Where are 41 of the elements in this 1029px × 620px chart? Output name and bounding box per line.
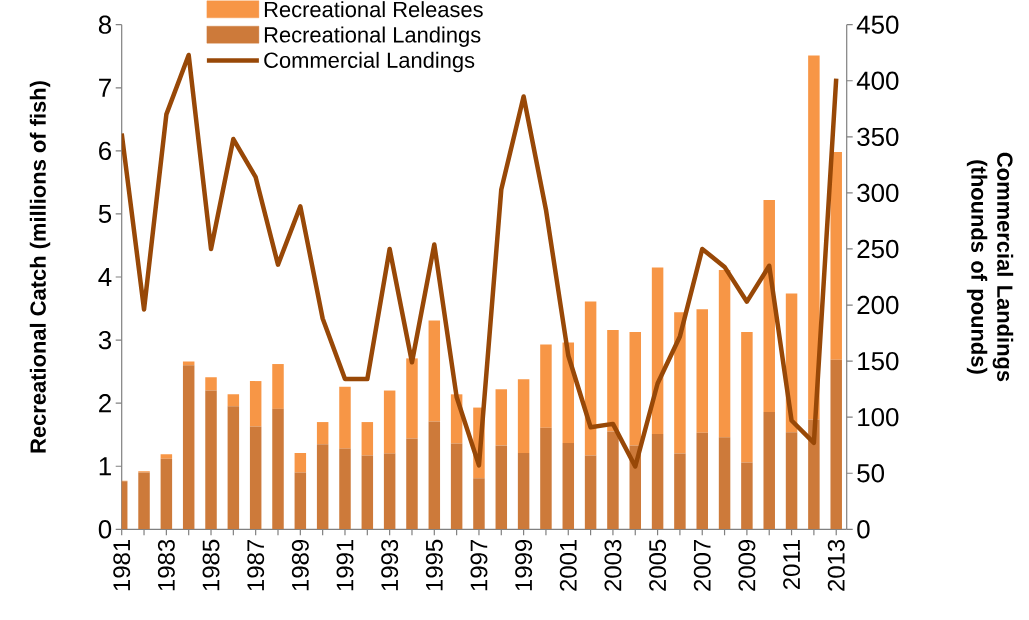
- x-tick-label: 2013: [827, 539, 845, 591]
- x-tick-label: 1985: [202, 539, 220, 591]
- x-tick-label: 1995: [425, 539, 443, 591]
- y2-tick-label: 450: [856, 15, 899, 34]
- x-tick-label: 2011: [783, 540, 801, 590]
- legend-label: Recreational Landings: [264, 26, 481, 47]
- x-tick-label: 1997: [470, 540, 488, 591]
- y-tick-label: 7: [99, 78, 111, 97]
- y2-tick-label: 100: [858, 407, 899, 427]
- y2-tick-label: 0: [857, 520, 870, 539]
- y2-tick-label: 250: [857, 239, 899, 259]
- y-tick-label: 3: [98, 330, 112, 350]
- x-tick-label: 1987: [247, 540, 265, 591]
- y2-tick-label: 350: [857, 127, 899, 146]
- y-tick-label: 5: [98, 204, 112, 223]
- y-tick-label: 1: [99, 457, 111, 476]
- x-tick-label: 1981: [113, 540, 131, 591]
- y-tick-label: 6: [99, 141, 112, 161]
- y-tick-label: 8: [98, 15, 112, 34]
- y-tick-label: 4: [98, 268, 112, 286]
- y-tick-label: 2: [99, 394, 111, 413]
- legend-label: Commercial Landings: [264, 51, 475, 73]
- x-tick-label: 2009: [738, 539, 756, 591]
- y2-tick-label: 400: [856, 71, 899, 90]
- x-tick-label: 2001: [559, 540, 577, 591]
- x-tick-label: 1989: [291, 539, 309, 591]
- y-axis-title: Recreational Catch (millions of fish): [29, 81, 51, 453]
- x-tick-label: 2007: [693, 540, 711, 591]
- x-tick-label: 1993: [381, 539, 399, 591]
- legend-label: Recreational Releases: [264, 1, 483, 18]
- y2-tick-label: 300: [857, 183, 899, 203]
- y-tick-label: 0: [98, 520, 112, 539]
- y2-tick-label: 150: [858, 351, 899, 371]
- x-tick-label: 1991: [336, 540, 354, 591]
- y2-tick-label: 50: [857, 464, 885, 483]
- x-tick-label: 2003: [604, 539, 622, 591]
- x-tick-label: 1983: [157, 539, 175, 591]
- x-tick-label: 2005: [649, 539, 667, 591]
- y2-axis-title: Commercial Landings (thounds of pounds): [966, 152, 1014, 382]
- x-tick-label: 1999: [515, 539, 533, 591]
- y2-tick-label: 200: [857, 295, 899, 315]
